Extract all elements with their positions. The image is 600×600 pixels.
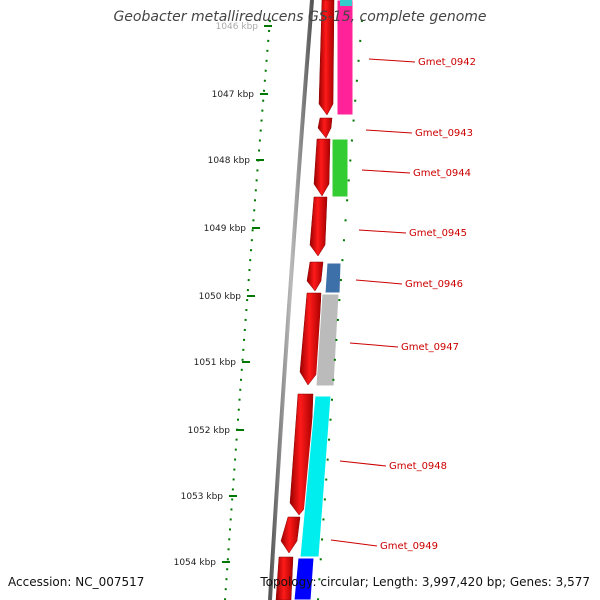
gene-label[interactable]: Gmet_0943 <box>415 128 473 139</box>
gene-block-bottom <box>293 557 315 600</box>
callout-line <box>358 229 407 234</box>
cds-arrow <box>275 556 294 600</box>
ruler-tick-label: 1047 kbp <box>212 90 255 100</box>
cds-arrow <box>317 117 333 139</box>
gene-block-gmet-0942-cap <box>340 0 352 6</box>
cds-arrow <box>280 516 301 554</box>
callout-line <box>365 129 413 134</box>
ruler-tick-label: 1053 kbp <box>181 492 224 502</box>
cds-arrow <box>306 261 324 292</box>
callout-line <box>361 169 411 174</box>
gene-label[interactable]: Gmet_0946 <box>405 279 463 290</box>
ruler-tick-label: 1050 kbp <box>199 292 242 302</box>
ruler-tick-label: 1054 kbp <box>174 558 217 568</box>
callout-line <box>349 342 399 348</box>
ruler-ticks: 1046 kbp 1047 kbp 1048 kbp 1049 kbp 1050 kbp… <box>174 22 272 568</box>
gene-block-gmet-0948 <box>299 395 332 558</box>
cds-arrow <box>318 0 335 116</box>
cds-arrow <box>299 292 322 386</box>
accession-label: Accession: NC_007517 <box>8 575 145 589</box>
gene-block-gmet-0947 <box>315 293 340 387</box>
function-track <box>293 0 354 600</box>
ruler-dots <box>224 19 271 600</box>
gene-label[interactable]: Gmet_0945 <box>409 228 467 239</box>
callout-line <box>330 539 378 547</box>
topology-label: Topology: circular; Length: 3,997,420 bp… <box>260 575 590 589</box>
cds-arrow <box>309 196 328 257</box>
gene-block-gmet-0946 <box>324 262 342 294</box>
gene-label[interactable]: Gmet_0947 <box>401 342 459 353</box>
ruler-tick-label: 1049 kbp <box>204 224 247 234</box>
callout-line <box>355 279 403 285</box>
ruler-tick-label: 1051 kbp <box>194 358 237 368</box>
gene-label[interactable]: Gmet_0949 <box>380 541 438 552</box>
ruler-tick-label: 1048 kbp <box>208 156 251 166</box>
cds-arrow <box>313 138 331 197</box>
gene-block-gmet-0944 <box>331 138 349 198</box>
gene-block-gmet-0942 <box>336 0 354 116</box>
backbone-arc <box>268 0 314 600</box>
gene-callouts: Gmet_0942 Gmet_0943 Gmet_0944 Gmet_0945 Gmet… <box>330 57 476 552</box>
ruler-tick-label: 1046 kbp <box>216 22 259 32</box>
gene-label[interactable]: Gmet_0944 <box>413 168 471 179</box>
callout-line <box>339 460 387 467</box>
ruler-tick-label: 1052 kbp <box>188 426 231 436</box>
callout-line <box>368 58 416 63</box>
gene-label[interactable]: Gmet_0942 <box>418 57 476 68</box>
map-title: Geobacter metallireducens GS-15, complet… <box>113 9 487 25</box>
gene-label[interactable]: Gmet_0948 <box>389 461 447 472</box>
